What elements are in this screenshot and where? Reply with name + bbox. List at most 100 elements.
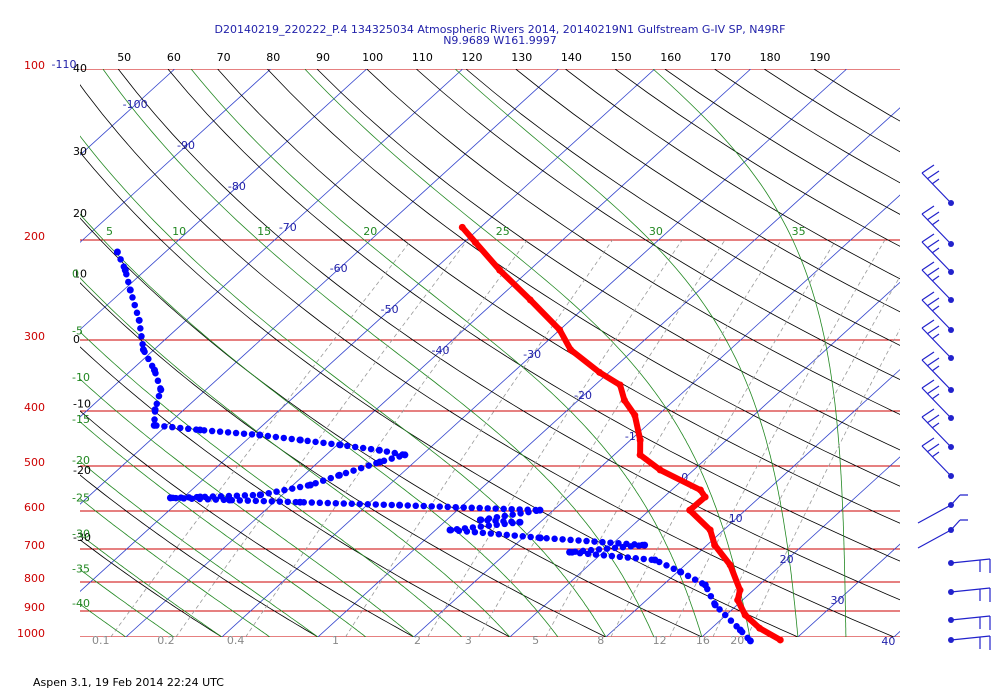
- moist-adiabat: [80, 460, 319, 637]
- dry-adiabat: [80, 474, 319, 637]
- temperature-point: [756, 624, 764, 632]
- mixing-ratio-line: [478, 239, 726, 637]
- moist-adiabat: [80, 533, 223, 637]
- dry-adiabat: [813, 69, 900, 122]
- temperature-point: [636, 451, 644, 459]
- temperature-point: [636, 436, 644, 444]
- dry-adiabat-label: -10: [73, 398, 91, 411]
- barb-dot: [948, 444, 954, 450]
- temperature-point: [631, 411, 639, 419]
- barb-staff: [950, 615, 991, 630]
- labels: 1002003004005006007008009001000-110-100-…: [17, 51, 895, 648]
- barb-staff: [921, 379, 952, 419]
- moist-adiabat-label: -25: [72, 491, 90, 504]
- mixing-ratio-line: [345, 239, 613, 637]
- moist-adiabat: [80, 378, 415, 637]
- isotherm: [80, 69, 463, 418]
- mixing-ratio-line: [669, 239, 886, 637]
- dewpoint-point: [196, 493, 204, 501]
- mixing-ratio-line: [746, 328, 900, 637]
- moist-adiabat-label: 30: [649, 225, 663, 238]
- dewpoint-point: [256, 431, 264, 439]
- dry-adiabat-label: 100: [362, 51, 383, 64]
- dewpoint-point: [256, 491, 264, 499]
- moist-adiabat: [80, 213, 559, 637]
- barb-staff: [921, 233, 952, 273]
- moist-adiabat-label: 10: [172, 225, 186, 238]
- dry-adiabat: [80, 539, 223, 637]
- dewpoint-point: [641, 541, 649, 549]
- barb-dot: [948, 637, 954, 643]
- isotherm-label: 10: [729, 512, 743, 525]
- dry-adiabat-label: 190: [809, 51, 830, 64]
- barb-staff: [921, 351, 952, 391]
- temperature-point: [526, 296, 534, 304]
- dry-adiabat-label: 110: [412, 51, 433, 64]
- dry-adiabat: [80, 84, 895, 637]
- dewpoint-point: [113, 248, 121, 256]
- dry-adiabat-label: 160: [660, 51, 681, 64]
- isotherm: [509, 281, 900, 637]
- moist-adiabat: [80, 135, 607, 637]
- isotherm: [80, 69, 271, 243]
- moist-adiabat: [80, 277, 511, 637]
- dewpoint-point: [711, 601, 719, 609]
- pressure-label: 100: [24, 59, 45, 72]
- mixing-ratio-label: 2: [414, 634, 421, 647]
- isotherm-label: -20: [574, 389, 592, 402]
- chart-title: D20140219_220222_P.4 134325034 Atmospher…: [215, 23, 786, 36]
- temperature-point: [701, 493, 709, 501]
- dewpoint-point: [296, 436, 304, 444]
- barb-staff: [950, 587, 991, 602]
- temperature-point: [686, 506, 694, 514]
- dewpoint-line: [114, 248, 754, 645]
- dry-adiabat-label: 180: [760, 51, 781, 64]
- mixing-ratio-line: [110, 239, 412, 637]
- barb-dot: [948, 387, 954, 393]
- mixing-ratio-line: [712, 275, 900, 637]
- pressure-label: 800: [24, 572, 45, 585]
- dewpoint-point: [376, 458, 384, 466]
- temperature-point: [706, 526, 714, 534]
- dewpoint-point: [335, 471, 343, 479]
- temperature-point: [734, 596, 742, 604]
- temperature-point: [741, 611, 749, 619]
- mixing-ratio-label: 12: [653, 634, 667, 647]
- mixing-ratio-label: 1: [332, 634, 339, 647]
- temperature-point: [776, 636, 784, 644]
- mixing-ratio-line: [175, 239, 468, 637]
- barb-staff: [921, 437, 952, 477]
- mixing-ratio-label: 20: [730, 634, 744, 647]
- moist-adiabat: [102, 69, 655, 637]
- footer: Aspen 3.1, 19 Feb 2014 22:24 UTC: [33, 676, 224, 689]
- isotherm-label: -80: [228, 180, 246, 193]
- isotherm: [605, 369, 900, 637]
- dewpoint-point: [150, 421, 158, 429]
- mixing-ratio-label: 3: [465, 634, 472, 647]
- pressure-label: 300: [24, 330, 45, 343]
- dewpoint-point: [336, 441, 344, 449]
- dewpoint-point: [196, 426, 204, 434]
- dewpoint-point: [306, 481, 314, 489]
- moist-adiabat: [80, 569, 175, 637]
- isotherm-label: -50: [381, 303, 399, 316]
- temperature-point: [496, 266, 504, 274]
- dry-adiabat-label: -20: [73, 464, 91, 477]
- moist-adiabat-label: 5: [106, 225, 113, 238]
- mixing-ratio-line: [245, 239, 528, 637]
- dewpoint-point: [651, 556, 659, 564]
- dry-adiabat: [167, 69, 900, 562]
- dry-adiabat-label: 90: [316, 51, 330, 64]
- temperature-point: [556, 326, 564, 334]
- dewpoint-point: [375, 446, 383, 454]
- mixing-ratio-line: [427, 239, 683, 637]
- dewpoint-point: [736, 626, 744, 634]
- dewpoint-point: [746, 637, 754, 645]
- moist-adiabat: [80, 603, 127, 637]
- moist-adiabat: [80, 498, 271, 637]
- temperature-point: [696, 486, 704, 494]
- dewpoint-point: [566, 548, 574, 556]
- dry-adiabat: [763, 69, 900, 153]
- dewpoint-point: [166, 494, 174, 502]
- barb-dot: [948, 200, 954, 206]
